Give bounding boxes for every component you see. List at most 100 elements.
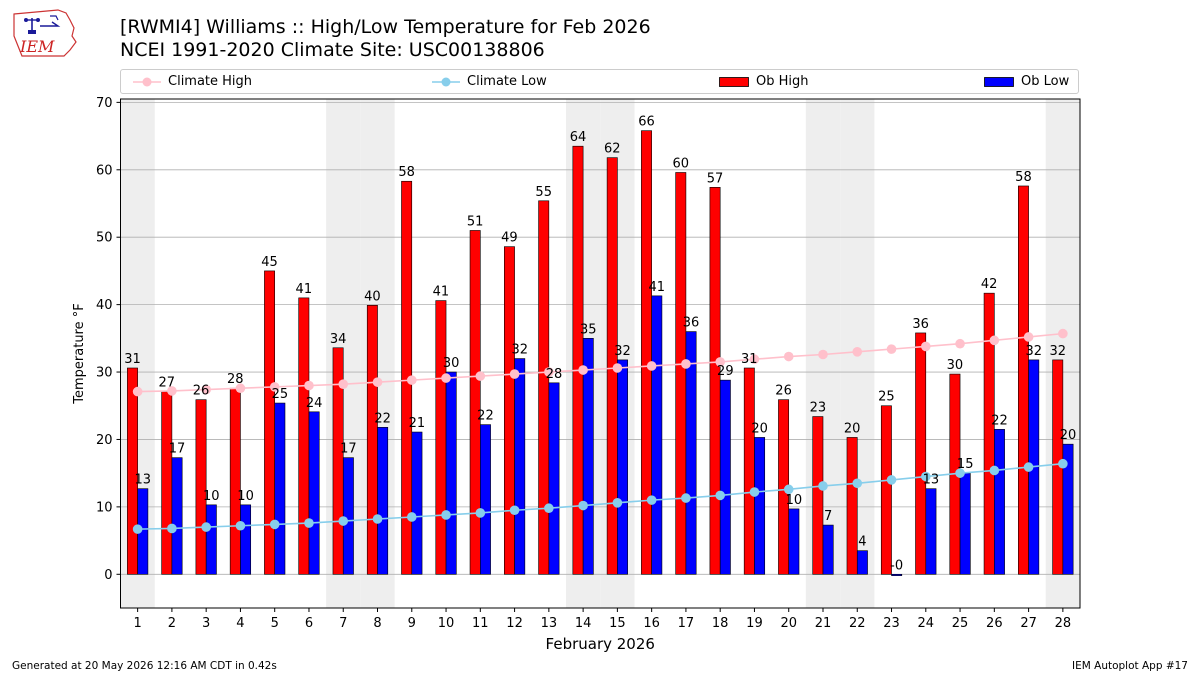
climate-low-point: [612, 498, 623, 508]
climate-low-point: [441, 510, 451, 520]
x-tick-label: 19: [746, 616, 763, 631]
ob-high-data-label: 36: [912, 317, 929, 332]
ob-high-data-label: 34: [330, 332, 347, 347]
y-tick-label: 70: [96, 96, 113, 111]
ob-low-data-label: 32: [614, 344, 631, 359]
ob-low-data-label: 28: [546, 367, 563, 382]
climate-high-point: [749, 354, 760, 365]
ob-high-data-label: 30: [947, 358, 964, 373]
ob-low-bar: [205, 504, 217, 575]
climate-low-point: [989, 465, 1000, 476]
legend-item-climate-low: Climate Low: [432, 70, 547, 93]
x-tick-label: 25: [952, 616, 969, 631]
climate-high-point: [544, 367, 554, 377]
ob-low-bar: [240, 504, 252, 575]
ob-low-data-label: 32: [1025, 344, 1042, 359]
ob-low-bar: [856, 550, 868, 575]
ob-high-bar: [675, 172, 687, 575]
ob-high-bar: [503, 246, 515, 575]
ob-low-data-label: 7: [824, 509, 832, 524]
ob-high-data-label: 31: [124, 352, 141, 367]
ob-low-bar: [514, 358, 526, 575]
climate-low-point: [955, 468, 965, 478]
y-tick-label: 20: [96, 433, 113, 448]
climate-high-point: [269, 382, 280, 392]
x-tick-label: 18: [712, 616, 729, 631]
x-axis-label: February 2026: [546, 635, 655, 653]
climate-high-point: [372, 377, 383, 387]
climate-high-line: [137, 332, 1063, 393]
climate-low-point: [201, 522, 211, 532]
climate-high-point: [852, 347, 863, 357]
ob-low-bar: [891, 573, 903, 576]
ob-high-bar: [846, 437, 858, 575]
ob-low-bar: [719, 379, 731, 575]
climate-low-point: [1023, 462, 1034, 472]
climate-high-point: [818, 349, 828, 360]
ob-low-data-label: 22: [991, 413, 1008, 428]
ob-low-data-label: 35: [580, 322, 597, 337]
y-tick-label: 10: [96, 500, 113, 515]
ob-low-data-label: 20: [1060, 428, 1077, 443]
ob-high-bar: [195, 399, 207, 575]
legend-item-climate-high: Climate High: [133, 70, 252, 93]
x-tick-label: 13: [541, 616, 558, 631]
ob-high-bar: [743, 367, 755, 575]
ob-low-bar: [171, 457, 183, 575]
x-tick-label: 12: [506, 616, 523, 631]
x-tick-label: 20: [780, 616, 797, 631]
climate-low-point: [920, 471, 931, 482]
x-tick-label: 4: [236, 616, 244, 631]
climate-high-point: [886, 344, 897, 354]
ob-high-bar: [572, 145, 584, 575]
plot-frame: [120, 98, 1081, 609]
x-tick-label: 6: [305, 616, 313, 631]
ob-low-data-label: 15: [957, 457, 974, 472]
ob-high-data-label: 40: [364, 289, 381, 304]
climate-low-point: [681, 493, 691, 503]
climate-low-line: [137, 462, 1063, 530]
ob-low-data-label: 30: [443, 356, 460, 371]
logo-text: IEM: [19, 37, 55, 56]
ob-low-bar: [480, 424, 491, 575]
ob-high-data-label: 66: [638, 115, 655, 130]
climate-high-point: [304, 380, 314, 391]
y-axis-label: Temperature °F: [72, 303, 87, 404]
ob-high-data-label: 26: [775, 384, 792, 399]
ob-low-bar: [582, 338, 594, 575]
y-tick-label: 40: [96, 298, 113, 313]
climate-low-point: [132, 524, 143, 534]
ob-high-data-label: 58: [1015, 170, 1032, 185]
y-tick-label: 50: [96, 231, 113, 246]
ob-low-data-label: 10: [237, 489, 254, 504]
chart-subtitle: NCEI 1991-2020 Climate Site: USC00138806: [120, 39, 545, 61]
ob-low-data-label: 13: [923, 473, 940, 488]
climate-high-point: [783, 351, 794, 362]
climate-low-point: [852, 478, 863, 489]
ob-low-bar: [445, 371, 457, 575]
ob-low-data-label: 21: [409, 416, 426, 431]
ob-low-bar: [925, 488, 937, 575]
climate-low-point: [269, 519, 280, 530]
ob-high-data-label: 20: [844, 421, 861, 436]
climate-low-point: [475, 508, 486, 518]
ob-low-bar: [754, 437, 766, 575]
climate-low-point: [406, 512, 417, 522]
x-tick-label: 5: [271, 616, 279, 631]
climate-high-point: [612, 363, 623, 373]
ob-low-data-label: 4: [858, 535, 866, 550]
ob-high-data-label: 41: [296, 282, 313, 297]
climate-high-point: [338, 379, 349, 389]
ob-high-data-label: 51: [467, 214, 484, 229]
ob-low-bar: [548, 382, 560, 575]
ob-low-data-label: 10: [786, 493, 803, 508]
generated-timestamp: Generated at 20 May 2026 12:16 AM CDT in…: [12, 660, 277, 672]
ob-low-data-label: 22: [477, 409, 494, 424]
ob-high-bar: [983, 292, 995, 575]
ob-low-data-label: 10: [203, 489, 220, 504]
ob-high-swatch-icon: [719, 76, 749, 87]
ob-low-bar: [788, 508, 800, 575]
climate-high-point: [1058, 328, 1068, 339]
ob-low-data-label: 29: [717, 364, 734, 379]
ob-low-data-label: 17: [340, 442, 357, 457]
